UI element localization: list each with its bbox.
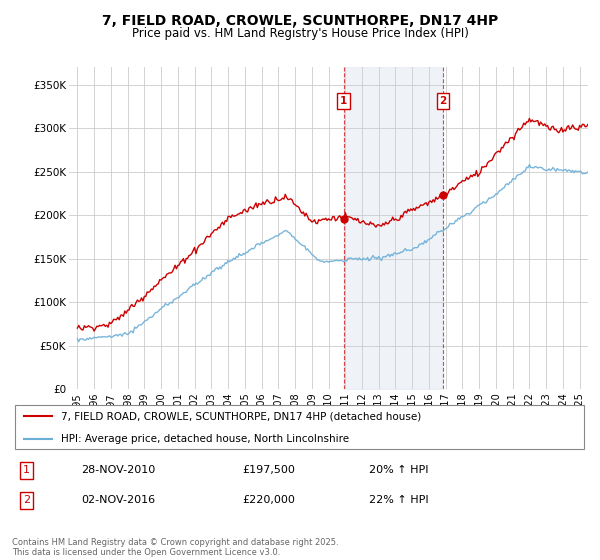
Text: £220,000: £220,000: [242, 496, 295, 506]
Text: Price paid vs. HM Land Registry's House Price Index (HPI): Price paid vs. HM Land Registry's House …: [131, 27, 469, 40]
Text: 20% ↑ HPI: 20% ↑ HPI: [369, 465, 428, 475]
Text: 28-NOV-2010: 28-NOV-2010: [81, 465, 155, 475]
Text: 1: 1: [23, 465, 30, 475]
FancyBboxPatch shape: [15, 405, 584, 449]
Text: 2: 2: [439, 96, 446, 106]
Text: 7, FIELD ROAD, CROWLE, SCUNTHORPE, DN17 4HP: 7, FIELD ROAD, CROWLE, SCUNTHORPE, DN17 …: [102, 14, 498, 28]
Text: 7, FIELD ROAD, CROWLE, SCUNTHORPE, DN17 4HP (detached house): 7, FIELD ROAD, CROWLE, SCUNTHORPE, DN17 …: [61, 411, 421, 421]
Text: Contains HM Land Registry data © Crown copyright and database right 2025.
This d: Contains HM Land Registry data © Crown c…: [12, 538, 338, 557]
Text: £197,500: £197,500: [242, 465, 295, 475]
Text: 1: 1: [340, 96, 347, 106]
Text: 22% ↑ HPI: 22% ↑ HPI: [369, 496, 429, 506]
Text: 02-NOV-2016: 02-NOV-2016: [81, 496, 155, 506]
Text: 2: 2: [23, 496, 30, 506]
Text: HPI: Average price, detached house, North Lincolnshire: HPI: Average price, detached house, Nort…: [61, 434, 349, 444]
